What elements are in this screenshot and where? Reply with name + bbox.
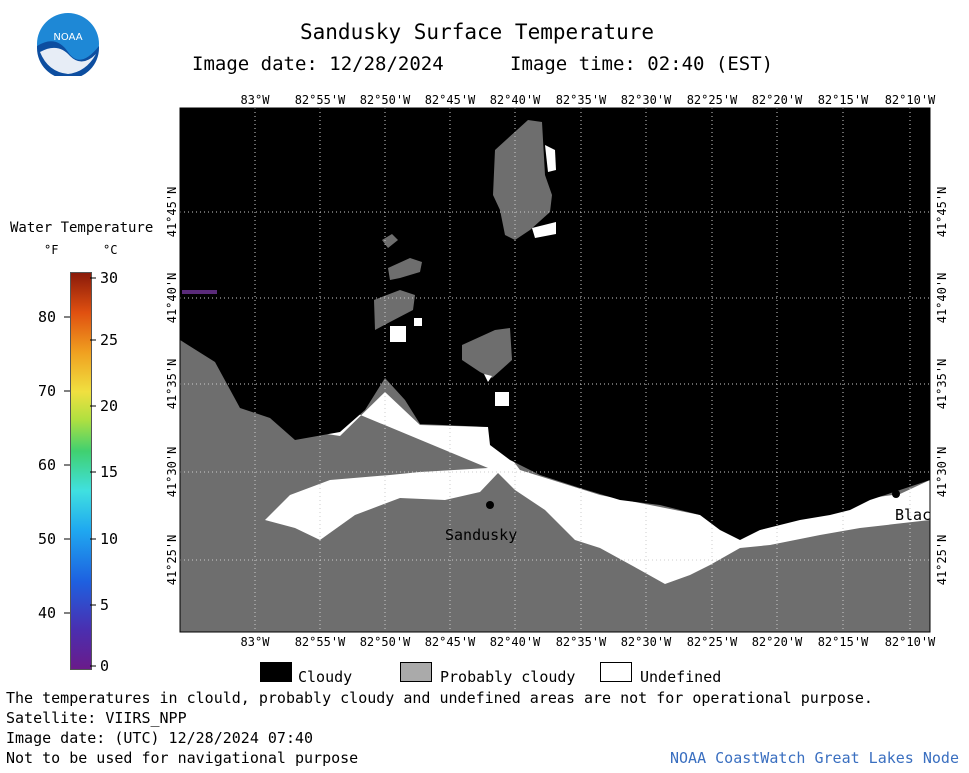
undefined-patch <box>390 326 406 342</box>
lon-label-bottom: 82°15'W <box>818 635 869 649</box>
place-label: Sandusky <box>445 526 517 544</box>
footer-credit: NOAA CoastWatch Great Lakes Node <box>670 749 959 767</box>
place-marker-sandusky <box>486 501 494 509</box>
lat-label-right: 41°40'N <box>935 273 949 324</box>
footer-nav: Not to be used for navigational purpose <box>6 749 359 767</box>
lon-label-top: 82°40'W <box>490 93 541 107</box>
footer-note: The temperatures in clould, probably clo… <box>6 689 873 707</box>
undefined-patch <box>545 145 556 172</box>
lon-label-top: 82°25'W <box>687 93 738 107</box>
legend-cloudy-swatch <box>260 662 292 682</box>
unit-celsius: °C <box>103 243 118 257</box>
legend-probably-cloudy-swatch <box>400 662 432 682</box>
c-tick-label: 0 <box>100 657 109 675</box>
legend-undefined-label: Undefined <box>640 668 722 686</box>
f-tick-label: 50 <box>38 530 56 548</box>
undefined-patch <box>414 318 422 326</box>
legend-undefined-swatch <box>600 662 632 682</box>
lon-label-bottom: 82°45'W <box>425 635 476 649</box>
c-tick-label: 10 <box>100 530 118 548</box>
f-tick-label: 60 <box>38 456 56 474</box>
lon-label-top: 82°20'W <box>752 93 803 107</box>
c-tick-label: 5 <box>100 596 109 614</box>
lon-label-bottom: 82°30'W <box>621 635 672 649</box>
lat-label-left: 41°40'N <box>165 273 179 324</box>
c-tick-label: 20 <box>100 397 118 415</box>
footer-utc-date: Image date: (UTC) 12/28/2024 07:40 <box>6 729 314 747</box>
lon-label-bottom: 82°55'W <box>295 635 346 649</box>
legend-cloudy-label: Cloudy <box>298 668 353 686</box>
lon-label-top: 82°55'W <box>295 93 346 107</box>
lon-label-top: 82°15'W <box>818 93 869 107</box>
lon-label-bottom: 83°W <box>241 635 271 649</box>
lon-label-bottom: 82°20'W <box>752 635 803 649</box>
lon-label-top: 82°30'W <box>621 93 672 107</box>
probably-cloudy-island <box>374 290 415 330</box>
lon-label-bottom: 82°10'W <box>885 635 936 649</box>
place-label: Blac <box>895 506 931 524</box>
scale-title: Water Temperature <box>10 220 154 236</box>
temperature-color-bar <box>70 272 92 670</box>
probably-cloudy-island <box>493 120 552 240</box>
probably-cloudy-island <box>462 328 512 378</box>
legend-probably-cloudy-label: Probably cloudy <box>440 668 576 686</box>
lat-label-right: 41°30'N <box>935 447 949 498</box>
footer-satellite: Satellite: VIIRS_NPP <box>6 709 187 727</box>
page-title: Sandusky Surface Temperature <box>300 20 655 44</box>
lon-label-bottom: 82°40'W <box>490 635 541 649</box>
lon-label-top: 82°45'W <box>425 93 476 107</box>
probably-cloudy-island <box>388 258 422 280</box>
lon-label-bottom: 82°50'W <box>360 635 411 649</box>
lat-label-left: 41°25'N <box>165 535 179 586</box>
noaa-logo-icon: NOAA <box>37 13 99 76</box>
c-tick-label: 15 <box>100 463 118 481</box>
f-tick-label: 70 <box>38 382 56 400</box>
lat-label-right: 41°25'N <box>935 535 949 586</box>
lon-label-top: 82°35'W <box>556 93 607 107</box>
probably-cloudy-island <box>382 234 398 248</box>
f-tick-label: 40 <box>38 604 56 622</box>
c-tick-label: 25 <box>100 331 118 349</box>
undefined-patch <box>495 392 509 406</box>
lon-label-top: 83°W <box>241 93 271 107</box>
undefined-patch <box>532 222 556 238</box>
map-frame <box>179 107 931 633</box>
temperature-pixels <box>182 290 217 294</box>
lon-label-bottom: 82°25'W <box>687 635 738 649</box>
cloudy-area <box>180 108 930 540</box>
lat-label-right: 41°45'N <box>935 187 949 238</box>
lon-label-bottom: 82°35'W <box>556 635 607 649</box>
logo-text: NOAA <box>53 32 82 43</box>
unit-fahrenheit: °F <box>44 243 59 257</box>
f-tick-label: 80 <box>38 308 56 326</box>
image-time: Image time: 02:40 (EST) <box>510 53 774 75</box>
lat-label-right: 41°35'N <box>935 359 949 410</box>
place-marker-blac <box>892 490 900 498</box>
lon-label-top: 82°10'W <box>885 93 936 107</box>
lat-label-left: 41°30'N <box>165 447 179 498</box>
lon-label-top: 82°50'W <box>360 93 411 107</box>
lat-label-left: 41°45'N <box>165 187 179 238</box>
undefined-patch <box>484 374 492 382</box>
c-tick-label: 30 <box>100 269 118 287</box>
image-date: Image date: 12/28/2024 <box>192 53 444 75</box>
lat-label-left: 41°35'N <box>165 359 179 410</box>
